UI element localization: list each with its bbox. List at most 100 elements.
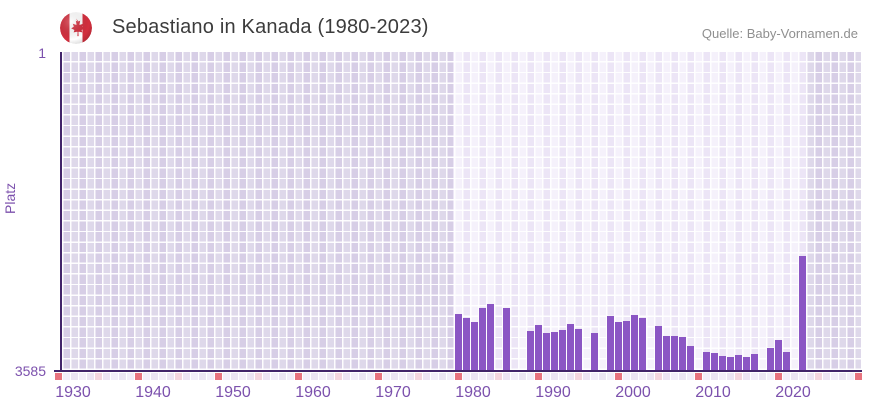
year-cell xyxy=(79,373,86,380)
x-tick-label: 1950 xyxy=(215,384,251,401)
rank-bar-1986[interactable] xyxy=(503,307,510,370)
year-marker-strip xyxy=(0,373,873,381)
rank-bar-2015[interactable] xyxy=(735,354,742,370)
decade-marker-cell xyxy=(695,373,702,380)
y-axis-line xyxy=(60,52,62,372)
canada-flag-icon xyxy=(60,12,92,44)
rank-bar-1984[interactable] xyxy=(487,303,494,370)
rank-bar-1982[interactable] xyxy=(471,322,478,370)
year-cell xyxy=(527,373,534,380)
year-cell xyxy=(311,373,318,380)
rank-bar-2014[interactable] xyxy=(727,357,734,370)
half-decade-marker-cell xyxy=(415,373,422,380)
year-cell xyxy=(823,373,830,380)
year-cell xyxy=(687,373,694,380)
decade-marker-cell xyxy=(455,373,462,380)
year-cell xyxy=(711,373,718,380)
year-cell xyxy=(159,373,166,380)
year-cell xyxy=(71,373,78,380)
rank-bar-1993[interactable] xyxy=(559,330,566,370)
year-cell xyxy=(551,373,558,380)
rank-bar-2019[interactable] xyxy=(767,348,774,370)
rank-bar-2008[interactable] xyxy=(679,337,686,370)
decade-marker-cell xyxy=(375,373,382,380)
rank-bar-1997[interactable] xyxy=(591,333,598,370)
y-axis-title: Platz xyxy=(2,182,18,214)
rank-bar-2012[interactable] xyxy=(711,353,718,370)
rank-bar-1995[interactable] xyxy=(575,329,582,370)
x-tick-label: 1980 xyxy=(455,384,491,401)
half-decade-marker-cell xyxy=(575,373,582,380)
rank-bar-2023[interactable] xyxy=(799,255,806,370)
rank-bar-1981[interactable] xyxy=(463,318,470,370)
year-cell xyxy=(487,373,494,380)
rank-bar-2002[interactable] xyxy=(631,314,638,370)
decade-marker-cell xyxy=(295,373,302,380)
rank-bar-1990[interactable] xyxy=(535,325,542,370)
year-cell xyxy=(431,373,438,380)
rank-bar-1999[interactable] xyxy=(607,315,614,370)
year-cell xyxy=(463,373,470,380)
rank-bar-1994[interactable] xyxy=(567,324,574,370)
rank-bar-1983[interactable] xyxy=(479,307,486,370)
half-decade-marker-cell xyxy=(815,373,822,380)
rank-bar-2011[interactable] xyxy=(703,352,710,370)
x-tick-label: 2020 xyxy=(775,384,811,401)
rank-bar-1991[interactable] xyxy=(543,332,550,370)
year-cell xyxy=(679,373,686,380)
year-cell xyxy=(167,373,174,380)
year-cell xyxy=(511,373,518,380)
year-cell xyxy=(343,373,350,380)
year-cell xyxy=(399,373,406,380)
rank-bar-1992[interactable] xyxy=(551,332,558,370)
x-tick-label: 2010 xyxy=(695,384,731,401)
rank-bar-2016[interactable] xyxy=(743,356,750,370)
year-cell xyxy=(327,373,334,380)
year-cell xyxy=(631,373,638,380)
year-cell xyxy=(319,373,326,380)
decade-marker-cell xyxy=(775,373,782,380)
year-cell xyxy=(567,373,574,380)
year-cell xyxy=(783,373,790,380)
year-cell xyxy=(391,373,398,380)
year-cell xyxy=(623,373,630,380)
rank-bar-2005[interactable] xyxy=(655,326,662,370)
rank-bar-2013[interactable] xyxy=(719,356,726,370)
rank-bar-2000[interactable] xyxy=(615,322,622,370)
year-cell xyxy=(151,373,158,380)
decade-marker-cell xyxy=(135,373,142,380)
year-cell xyxy=(183,373,190,380)
rank-bar-1980[interactable] xyxy=(455,313,462,370)
year-cell xyxy=(447,373,454,380)
year-cell xyxy=(831,373,838,380)
half-decade-marker-cell xyxy=(95,373,102,380)
rank-bar-2007[interactable] xyxy=(671,336,678,370)
half-decade-marker-cell xyxy=(335,373,342,380)
rank-bar-2006[interactable] xyxy=(663,336,670,370)
year-cell xyxy=(303,373,310,380)
x-tick-label: 1970 xyxy=(375,384,411,401)
rank-bar-2020[interactable] xyxy=(775,339,782,370)
rank-bar-1989[interactable] xyxy=(527,330,534,370)
year-cell xyxy=(423,373,430,380)
x-axis-line xyxy=(54,370,862,372)
year-cell xyxy=(263,373,270,380)
decade-marker-cell xyxy=(855,373,862,380)
year-cell xyxy=(703,373,710,380)
rank-bar-2017[interactable] xyxy=(751,354,758,370)
year-cell xyxy=(207,373,214,380)
year-cell xyxy=(559,373,566,380)
rank-bar-2009[interactable] xyxy=(687,346,694,370)
rank-bar-2003[interactable] xyxy=(639,318,646,370)
year-cell xyxy=(199,373,206,380)
year-cell xyxy=(503,373,510,380)
year-cell xyxy=(367,373,374,380)
x-tick-label: 1960 xyxy=(295,384,331,401)
year-cell xyxy=(543,373,550,380)
rank-bar-2021[interactable] xyxy=(783,352,790,370)
chart-title: Sebastiano in Kanada (1980-2023) xyxy=(112,16,429,38)
decade-marker-cell xyxy=(215,373,222,380)
year-cell xyxy=(743,373,750,380)
year-cell xyxy=(839,373,846,380)
rank-bar-2001[interactable] xyxy=(623,321,630,370)
